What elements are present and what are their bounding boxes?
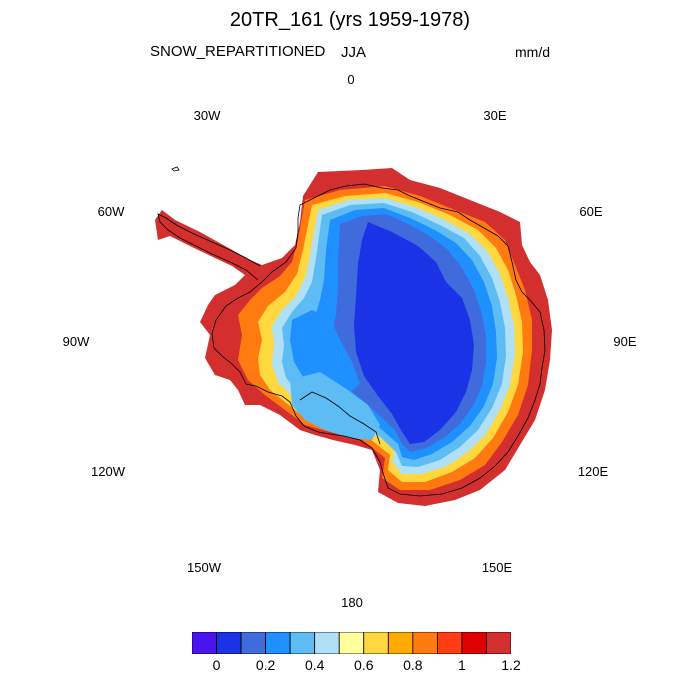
- coastline-peninsula: [157, 213, 261, 281]
- lon-label-150e: 150E: [482, 560, 513, 575]
- season-label: JJA: [341, 44, 367, 61]
- lon-label-60e: 60E: [579, 204, 602, 219]
- variable-label: SNOW_REPARTITIONED: [150, 43, 326, 60]
- colorbar-box: [216, 632, 242, 654]
- coastline-ross: [299, 391, 381, 445]
- colorbar-box: [461, 632, 487, 654]
- longitude-labels: 0 30E 60E 90E 120E 150E 180 150W 120W 90…: [63, 72, 637, 610]
- lon-label-150w: 150W: [187, 560, 222, 575]
- colorbar-box: [436, 632, 463, 654]
- lon-label-0: 0: [347, 72, 354, 87]
- colorbar-boxes: [192, 632, 511, 654]
- coastline: [157, 166, 546, 497]
- lon-label-60w: 60W: [98, 204, 125, 219]
- field-layers: [155, 168, 552, 506]
- colorbar-box: [412, 632, 438, 654]
- colorbar-tick-label: 0.8: [403, 657, 423, 673]
- colorbar-tick-label: 0.4: [304, 657, 325, 673]
- island-small: [171, 166, 180, 172]
- coastline-main: [211, 183, 546, 497]
- field-pocket-ross: [290, 372, 380, 440]
- colorbar-box: [363, 632, 389, 654]
- lon-label-30e: 30E: [483, 108, 506, 123]
- colorbar: [192, 632, 511, 654]
- colorbar-box: [240, 632, 267, 654]
- colorbar-tick-label: 0.6: [354, 657, 374, 673]
- lon-label-180: 180: [341, 595, 363, 610]
- colorbar-box: [314, 632, 340, 654]
- colorbar-tick-label: 0.2: [255, 657, 276, 673]
- lon-label-120e: 120E: [578, 464, 609, 479]
- field-band-deep: [354, 222, 474, 444]
- colorbar-box: [338, 632, 365, 654]
- field-pocket-west: [290, 310, 360, 396]
- plot-title: 20TR_161 (yrs 1959-1978): [229, 9, 471, 31]
- colorbar-box: [192, 632, 217, 654]
- colorbar-tick-label: 0: [212, 657, 221, 673]
- units-label: mm/d: [515, 44, 550, 60]
- lon-label-90w: 90W: [63, 334, 90, 349]
- colorbar-box: [486, 632, 511, 654]
- colorbar-tick-label: 1: [458, 657, 466, 673]
- colorbar-box: [265, 632, 291, 654]
- lon-label-120w: 120W: [91, 464, 126, 479]
- colorbar-box: [387, 632, 414, 654]
- lon-label-30w: 30W: [194, 108, 221, 123]
- lon-label-90e: 90E: [613, 334, 636, 349]
- colorbar-tick-label: 1.2: [501, 657, 521, 673]
- colorbar-box: [289, 632, 316, 654]
